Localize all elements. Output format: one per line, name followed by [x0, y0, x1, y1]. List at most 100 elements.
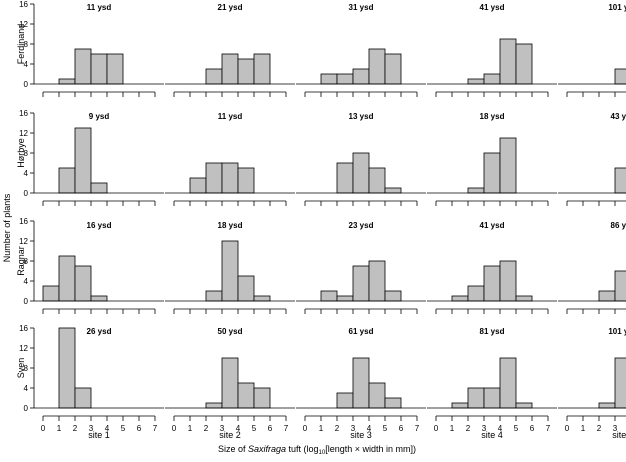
histogram-bar — [320, 290, 338, 302]
panel-title: 41 ysd — [480, 3, 505, 12]
x-tick-label: 5 — [121, 424, 126, 433]
panel-1-3: 31 ysd — [296, 3, 426, 97]
histogram-bar — [320, 73, 338, 85]
histogram-bar — [368, 48, 386, 85]
panel-2-5: 43 ysd — [558, 112, 626, 206]
site-label: site 4 — [481, 430, 503, 440]
site-label: site 3 — [350, 430, 372, 440]
x-tick-label: 3 — [351, 424, 356, 433]
histogram-bar — [451, 402, 469, 409]
panel-title: 31 ysd — [349, 3, 374, 12]
histogram-bar — [384, 290, 402, 302]
panel-4-4: 81 ysd 0 1 2 3 4 5 6 7 site 4 — [427, 327, 557, 440]
histogram-bar — [58, 78, 76, 85]
panel-title: 43 ysd — [611, 112, 626, 121]
panel-1-5: 101 ysd — [558, 3, 626, 97]
x-tick-label: 3 — [220, 424, 225, 433]
y-tick-label: 4 — [24, 169, 29, 178]
x-tick-label: 0 — [434, 424, 439, 433]
histogram-bar — [336, 73, 354, 85]
panel-title: 61 ysd — [349, 327, 374, 336]
x-tick-label: 4 — [105, 424, 110, 433]
histogram-bar — [90, 295, 108, 302]
row-label: Ragnar — [16, 246, 26, 276]
x-tick-label: 3 — [482, 424, 487, 433]
y-tick-label: 8 — [24, 40, 29, 49]
panel-4-3: 61 ysd 0 1 2 3 4 5 6 7 site 3 — [296, 327, 426, 440]
y-tick-label: 16 — [19, 0, 28, 9]
panel-2-4: 18 ysd — [427, 112, 557, 206]
x-tick-label: 5 — [514, 424, 519, 433]
site-label: site 5 — [612, 430, 626, 440]
panel-title: 21 ysd — [218, 3, 243, 12]
histogram-bar — [74, 265, 92, 302]
x-tick-label: 0 — [565, 424, 570, 433]
x-tick-label: 1 — [188, 424, 193, 433]
x-tick-label: 4 — [236, 424, 241, 433]
panel-3-2: 18 ysd — [165, 221, 295, 314]
panel-title: 26 ysd — [87, 327, 112, 336]
histogram-bar — [499, 137, 517, 194]
site-label: site 1 — [88, 430, 110, 440]
panel-title: 41 ysd — [480, 221, 505, 230]
panel-title: 9 ysd — [89, 112, 110, 121]
panel-1-4: 41 ysd — [427, 3, 557, 97]
histogram-bar — [467, 285, 485, 302]
x-tick-label: 7 — [284, 424, 289, 433]
x-tick-label: 1 — [319, 424, 324, 433]
histogram-bar — [336, 162, 354, 194]
histogram-bar — [614, 68, 626, 85]
y-tick-label: 0 — [24, 80, 29, 89]
histogram-bar — [74, 127, 92, 194]
y-tick-label: 4 — [24, 60, 29, 69]
histogram-bar — [253, 387, 271, 409]
histogram-bar — [237, 58, 255, 85]
histogram-bar — [384, 397, 402, 409]
y-tick-label: 0 — [24, 189, 29, 198]
histogram-bar — [58, 255, 76, 302]
y-tick-label: 4 — [24, 277, 29, 286]
panel-title: 11 ysd — [218, 112, 243, 121]
histogram-bar — [58, 327, 76, 409]
row-2: Hørbye 0 4 8 12 16 9 ysd 11 ysd 13 ysd 18 ysd 43 y… — [16, 109, 626, 206]
panel-title: 18 ysd — [218, 221, 243, 230]
histogram-bar — [598, 290, 616, 302]
histogram-bar — [384, 187, 402, 194]
y-tick-label: 12 — [19, 20, 28, 29]
histogram-bar — [237, 167, 255, 194]
histogram-bar — [515, 402, 533, 409]
histogram-bar — [221, 357, 239, 409]
histogram-bar — [614, 357, 626, 409]
histogram-bar — [467, 387, 485, 409]
y-tick-label: 12 — [19, 344, 28, 353]
panel-3-1: 16 ysd — [34, 221, 164, 314]
row-label: Hørbye — [16, 138, 26, 168]
x-tick-label: 5 — [252, 424, 257, 433]
panel-title: 23 ysd — [349, 221, 374, 230]
x-tick-label: 7 — [153, 424, 158, 433]
x-tick-label: 2 — [73, 424, 78, 433]
panel-2-3: 13 ysd — [296, 112, 426, 206]
y-tick-label: 0 — [24, 404, 29, 413]
histogram-bar — [90, 182, 108, 194]
x-tick-label: 7 — [546, 424, 551, 433]
panel-3-5: 86 ysd — [558, 221, 626, 314]
panel-title: 86 ysd — [611, 221, 626, 230]
x-tick-label: 1 — [450, 424, 455, 433]
site-label: site 2 — [219, 430, 241, 440]
histogram-bar — [205, 162, 223, 194]
histogram-bar — [483, 73, 501, 85]
panel-title: 11 ysd — [87, 3, 112, 12]
histogram-bar — [352, 357, 370, 409]
histogram-bar — [598, 402, 616, 409]
histogram-bar — [483, 152, 501, 194]
y-tick-label: 12 — [19, 237, 28, 246]
panel-2-1: 9 ysd — [34, 112, 164, 206]
panel-1-1: 11 ysd — [34, 3, 164, 97]
histogram-bar — [515, 295, 533, 302]
histogram-bar — [352, 68, 370, 85]
